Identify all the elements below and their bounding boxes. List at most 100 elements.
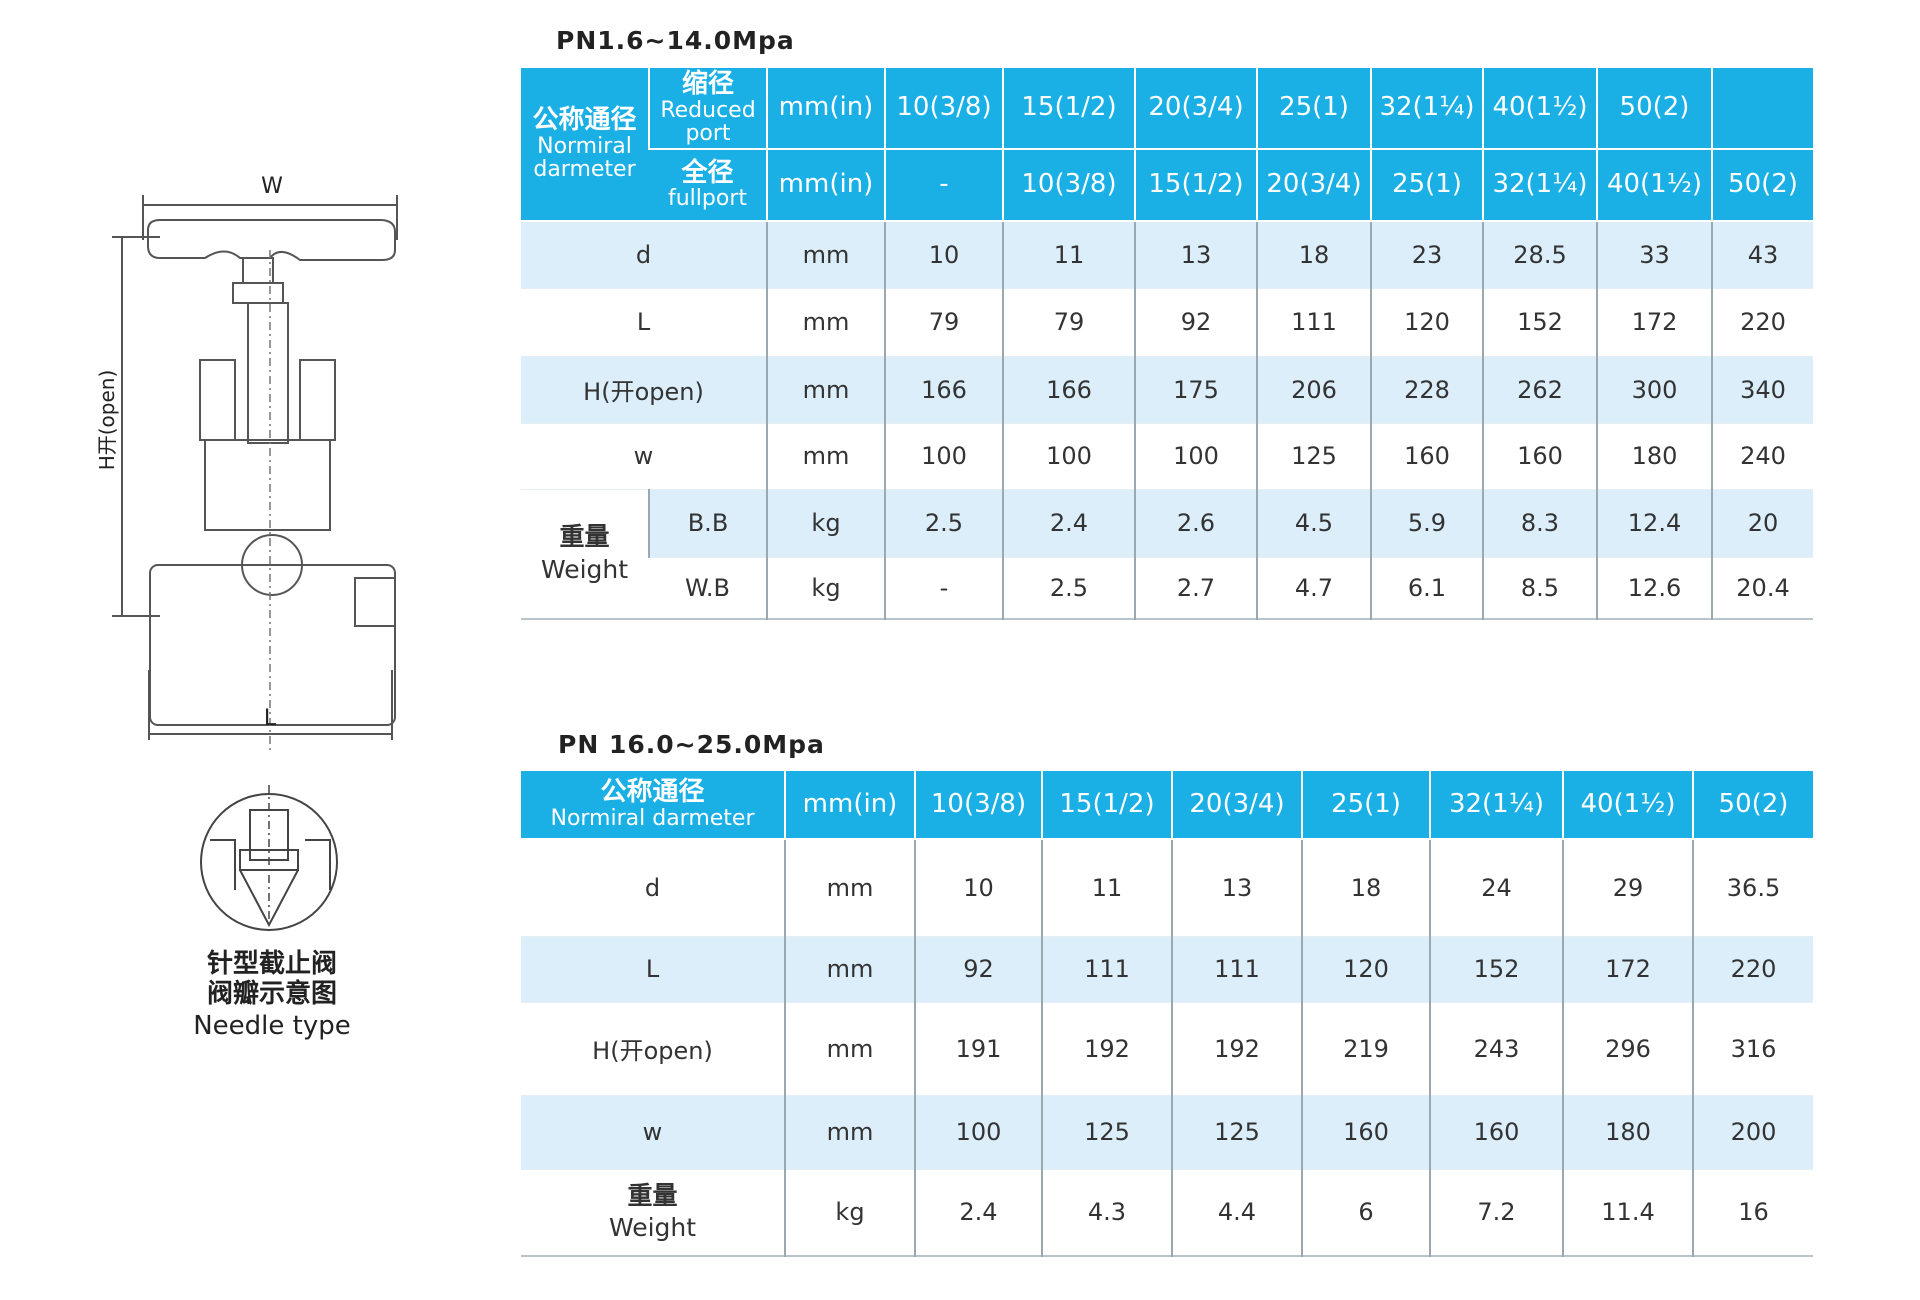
row-label: w bbox=[521, 423, 767, 490]
value-cell: 18 bbox=[1301, 839, 1430, 937]
value-cell: 243 bbox=[1429, 1002, 1563, 1096]
value-cell: 13 bbox=[1134, 221, 1257, 289]
cell-text: Normiral darmeter bbox=[550, 805, 755, 831]
needle-caption-cn: 阀瓣示意图 bbox=[207, 978, 337, 1009]
header-cell: 25(1) bbox=[1301, 771, 1430, 840]
value-cell: 12.6 bbox=[1596, 557, 1712, 620]
cell-text: 公称通径 bbox=[600, 777, 705, 808]
l-label: L bbox=[264, 706, 277, 731]
sub-label: W.B bbox=[649, 557, 767, 620]
cell-text: Weight bbox=[608, 1213, 697, 1243]
value-cell: 20 bbox=[1711, 489, 1813, 558]
cell-text: 重量 bbox=[559, 522, 610, 552]
header-cell: 15(1/2) bbox=[1041, 771, 1172, 840]
value-cell: 4.5 bbox=[1256, 489, 1371, 558]
value-cell: 300 bbox=[1596, 356, 1712, 424]
unit-cell: mm bbox=[784, 936, 915, 1003]
value-cell: 79 bbox=[1002, 288, 1135, 357]
value-cell: 92 bbox=[1134, 288, 1257, 357]
unit-cell: mm bbox=[766, 423, 885, 490]
value-cell: 12.4 bbox=[1596, 489, 1712, 558]
value-cell: 29 bbox=[1562, 839, 1693, 937]
table-row: 公称通径 Normiral darmeter mm(in) 10(3/8) 15(1/2… bbox=[521, 771, 1813, 840]
value-cell: 125 bbox=[1171, 1095, 1302, 1170]
value-cell: 192 bbox=[1041, 1002, 1172, 1096]
table-pn-low: 公称通径 Normiral darmeter 缩径 Reduced port mm(in… bbox=[521, 68, 1813, 620]
header-cell bbox=[1711, 68, 1813, 150]
value-cell: 125 bbox=[1256, 423, 1371, 490]
unit-cell: mm bbox=[766, 356, 885, 424]
value-cell: 180 bbox=[1596, 423, 1712, 490]
sub-label: B.B bbox=[648, 489, 767, 558]
value-cell: 79 bbox=[884, 288, 1003, 357]
value-cell: 2.5 bbox=[884, 489, 1003, 558]
row-label: 重量 Weight bbox=[521, 1169, 785, 1257]
w-label: W bbox=[261, 174, 283, 199]
cell-text: Normiral darmeter bbox=[533, 133, 636, 182]
cell-text: fullport bbox=[667, 186, 747, 212]
table-row: 全径 fullport mm(in) -10(3/8) 15(1/2) 20(3/4) 25… bbox=[521, 149, 1813, 222]
value-cell: 228 bbox=[1370, 356, 1483, 424]
value-cell: 5.9 bbox=[1370, 489, 1483, 558]
value-cell: 20.4 bbox=[1711, 557, 1813, 620]
table-pn-high: 公称通径 Normiral darmeter mm(in) 10(3/8) 15(1/2… bbox=[521, 771, 1813, 1257]
value-cell: 152 bbox=[1482, 288, 1597, 357]
value-cell: 6 bbox=[1301, 1169, 1430, 1257]
value-cell: 152 bbox=[1429, 936, 1563, 1003]
header-cell: 50(2) bbox=[1692, 771, 1813, 840]
value-cell: 100 bbox=[884, 423, 1003, 490]
value-cell: 192 bbox=[1171, 1002, 1302, 1096]
value-cell: 11 bbox=[1041, 839, 1172, 937]
value-cell: 166 bbox=[884, 356, 1003, 424]
value-cell: 172 bbox=[1596, 288, 1712, 357]
header-cell: 15(1/2) bbox=[1002, 68, 1135, 150]
value-cell: 111 bbox=[1171, 936, 1302, 1003]
value-cell: 160 bbox=[1301, 1095, 1430, 1170]
value-cell: 100 bbox=[914, 1095, 1042, 1170]
unit-cell: kg bbox=[784, 1169, 915, 1257]
value-cell: 2.5 bbox=[1002, 557, 1135, 620]
value-cell: 166 bbox=[1002, 356, 1135, 424]
value-cell: 296 bbox=[1562, 1002, 1693, 1096]
row-label: 重量 Weight bbox=[521, 489, 649, 620]
header-cell: 20(3/4) bbox=[1134, 68, 1257, 150]
header-cell: 40(1½) bbox=[1562, 771, 1693, 840]
table2-title: PN 16.0~25.0Mpa bbox=[558, 730, 825, 759]
value-cell: 220 bbox=[1711, 288, 1813, 357]
cell-text: 重量 bbox=[627, 1180, 678, 1210]
header-cell: 公称通径 Normiral darmeter bbox=[521, 68, 649, 222]
value-cell: 18 bbox=[1256, 221, 1371, 289]
table-row: W.B kg -2.5 2.7 4.7 6.1 8.5 12.6 20.4 bbox=[521, 557, 1813, 620]
needle-caption-en: Needle type bbox=[193, 1011, 351, 1041]
header-cell: 40(1½) bbox=[1482, 68, 1597, 150]
value-cell: - bbox=[884, 557, 1003, 620]
header-cell: 20(3/4) bbox=[1171, 771, 1302, 840]
cell-text: Weight bbox=[540, 554, 629, 584]
valve-drawing: W H开(open) L 针型截止阀 阀瓣示意图 Needle type bbox=[95, 174, 398, 1041]
value-cell: 43 bbox=[1711, 221, 1813, 289]
value-cell: 160 bbox=[1429, 1095, 1563, 1170]
header-cell: mm(in) bbox=[766, 149, 885, 222]
header-cell: 缩径 Reduced port bbox=[648, 68, 767, 150]
value-cell: 120 bbox=[1301, 936, 1430, 1003]
header-cell: 15(1/2) bbox=[1134, 149, 1257, 222]
header-cell: 25(1) bbox=[1370, 149, 1483, 222]
header-cell: mm(in) bbox=[784, 771, 915, 840]
value-cell: 10 bbox=[884, 221, 1003, 289]
value-cell: 24 bbox=[1429, 839, 1563, 937]
value-cell: 2.6 bbox=[1134, 489, 1257, 558]
header-cell: 32(1¼) bbox=[1429, 771, 1563, 840]
header-cell: 10(3/8) bbox=[1002, 149, 1135, 222]
h-label: H开(open) bbox=[95, 370, 119, 471]
cell-text: 全径 bbox=[681, 157, 734, 188]
row-label: d bbox=[521, 839, 785, 937]
value-cell: 220 bbox=[1692, 936, 1813, 1003]
header-cell: 10(3/8) bbox=[884, 68, 1003, 150]
value-cell: 120 bbox=[1370, 288, 1483, 357]
table-row: H(开open) mm 166 166 175 206 228 262 300 340 bbox=[521, 356, 1813, 424]
value-cell: 2.7 bbox=[1134, 557, 1257, 620]
value-cell: 4.3 bbox=[1041, 1169, 1172, 1257]
table-row: H(开open) mm 191 192 192 219 243 296 316 bbox=[521, 1002, 1813, 1096]
header-cell: 公称通径 Normiral darmeter bbox=[521, 771, 785, 840]
value-cell: 111 bbox=[1041, 936, 1172, 1003]
